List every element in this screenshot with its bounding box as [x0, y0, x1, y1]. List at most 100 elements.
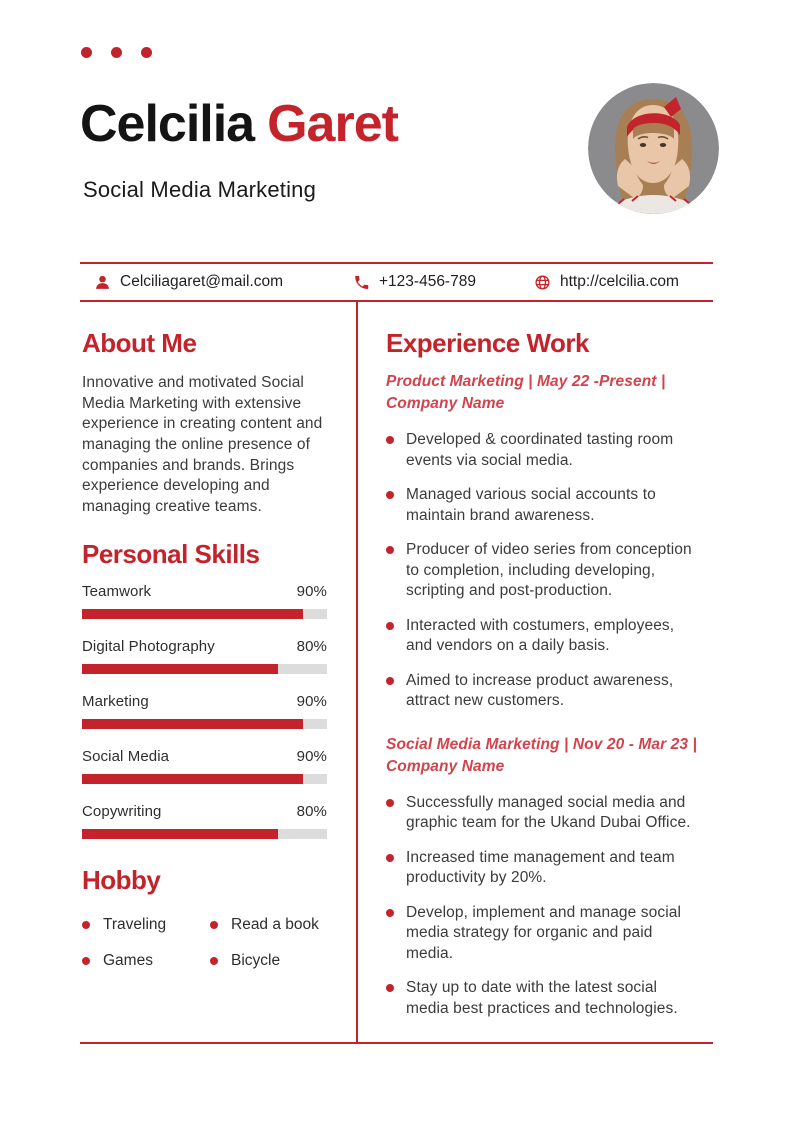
- hobby-label: Games: [103, 951, 153, 969]
- bullet-icon: [210, 920, 218, 929]
- bullet-icon: [386, 798, 394, 807]
- skill-bar-fill: [82, 608, 303, 619]
- experience-job: Social Media Marketing | Nov 20 - Mar 23…: [386, 734, 698, 1020]
- skill-bar-track: [82, 828, 327, 839]
- bullet-icon: [386, 491, 394, 500]
- bullet-icon: [210, 956, 218, 965]
- skill-row: Copywriting 80%: [82, 803, 327, 839]
- list-item: Aimed to increase product awareness, att…: [386, 671, 698, 712]
- hobby-section-title: Hobby: [82, 864, 161, 895]
- job-bullet-list: Developed & coordinated tasting room eve…: [386, 430, 698, 712]
- phone-text[interactable]: +123-456-789: [379, 273, 476, 290]
- website-item: http://celcilia.com: [534, 273, 679, 291]
- skills-section-title: Personal Skills: [82, 539, 260, 570]
- page-title: Celcilia Garet: [80, 94, 399, 154]
- about-text: Innovative and motivated Social Media Ma…: [82, 374, 323, 515]
- bullet-text: Develop, implement and manage social med…: [406, 903, 682, 962]
- list-item: Producer of video series from conception…: [386, 540, 698, 602]
- hobby-item: Read a book: [210, 916, 327, 934]
- list-item: Develop, implement and manage social med…: [386, 903, 698, 965]
- skill-row: Marketing 90%: [82, 693, 327, 729]
- skill-label: Digital Photography: [82, 637, 215, 655]
- hobby-label: Read a book: [231, 915, 319, 933]
- skills-list: Teamwork 90% Digital Photography 80% Mar…: [82, 583, 327, 839]
- job-bullet-list: Successfully managed social media and gr…: [386, 793, 698, 1020]
- bullet-text: Developed & coordinated tasting room eve…: [406, 431, 674, 469]
- list-item: Increased time management and team produ…: [386, 848, 698, 889]
- list-item: Developed & coordinated tasting room eve…: [386, 430, 698, 471]
- skill-label: Marketing: [82, 692, 149, 710]
- bullet-icon: [386, 908, 394, 917]
- bullet-text: Increased time management and team produ…: [406, 848, 675, 887]
- bullet-icon: [82, 920, 90, 929]
- phone-item: +123-456-789: [353, 273, 534, 291]
- first-name: Celcilia: [80, 95, 255, 153]
- skill-bar-track: [82, 608, 327, 619]
- skill-value: 80%: [296, 637, 327, 655]
- right-column: Experience Work Product Marketing | May …: [386, 302, 698, 1019]
- skill-label: Social Media: [82, 747, 170, 765]
- avatar: [588, 83, 719, 214]
- skill-row: Digital Photography 80%: [82, 638, 327, 674]
- skill-row: Social Media 90%: [82, 748, 327, 784]
- job-heading: Product Marketing | May 22 -Present | Co…: [386, 373, 666, 413]
- bullet-icon: [386, 621, 394, 630]
- bullet-icon: [386, 853, 394, 862]
- hobby-item: Bicycle: [210, 952, 327, 970]
- list-item: Managed various social accounts to maint…: [386, 485, 698, 526]
- dot-icon: [141, 47, 152, 58]
- left-column: About Me Innovative and motivated Social…: [82, 302, 327, 970]
- hobby-label: Bicycle: [231, 951, 281, 969]
- bullet-text: Interacted with costumers, employees, an…: [406, 616, 675, 655]
- bullet-icon: [386, 546, 394, 555]
- skill-bar-fill: [82, 663, 278, 674]
- person-icon: [96, 275, 109, 289]
- bullet-text: Aimed to increase product awareness, att…: [406, 671, 674, 710]
- skill-value: 80%: [296, 802, 327, 820]
- website-text[interactable]: http://celcilia.com: [560, 273, 679, 290]
- phone-icon: [355, 275, 369, 289]
- skill-value: 90%: [296, 692, 327, 710]
- hobby-label: Traveling: [103, 915, 167, 933]
- profile-photo: [588, 83, 719, 214]
- list-item: Interacted with costumers, employees, an…: [386, 616, 698, 657]
- bullet-text: Stay up to date with the latest social m…: [406, 979, 678, 1017]
- experience-job: Product Marketing | May 22 -Present | Co…: [386, 371, 698, 712]
- skill-bar-fill: [82, 773, 303, 784]
- email-item: Celciliagaret@mail.com: [94, 273, 353, 291]
- bullet-text: Producer of video series from conception…: [406, 541, 692, 600]
- skill-bar-track: [82, 773, 327, 784]
- bullet-icon: [386, 984, 394, 993]
- bullet-icon: [386, 436, 394, 445]
- experience-section-title: Experience Work: [386, 328, 590, 358]
- bullet-icon: [386, 676, 394, 685]
- bullet-icon: [82, 956, 90, 965]
- column-divider: [356, 302, 358, 1042]
- skill-bar-track: [82, 663, 327, 674]
- contact-bar: Celciliagaret@mail.com +123-456-789 http…: [80, 262, 713, 302]
- bullet-text: Managed various social accounts to maint…: [406, 486, 656, 524]
- email-text[interactable]: Celciliagaret@mail.com: [120, 273, 284, 290]
- globe-icon: [535, 274, 550, 290]
- bullet-text: Successfully managed social media and gr…: [406, 793, 691, 832]
- list-item: Successfully managed social media and gr…: [386, 793, 698, 834]
- skill-row: Teamwork 90%: [82, 583, 327, 619]
- job-title-subtitle: Social Media Marketing: [83, 177, 317, 202]
- skill-bar-fill: [82, 828, 278, 839]
- skill-bar-track: [82, 718, 327, 729]
- job-heading: Social Media Marketing | Nov 20 - Mar 23…: [386, 735, 697, 775]
- skill-label: Copywriting: [82, 802, 162, 820]
- dot-icon: [81, 47, 92, 58]
- list-item: Stay up to date with the latest social m…: [386, 978, 698, 1019]
- skill-label: Teamwork: [82, 582, 152, 600]
- decorative-dots: [81, 47, 152, 58]
- content-columns: About Me Innovative and motivated Social…: [80, 302, 713, 1044]
- dot-icon: [111, 47, 122, 58]
- hobby-item: Traveling: [82, 916, 206, 934]
- last-name: Garet: [267, 95, 399, 153]
- skill-value: 90%: [296, 747, 327, 765]
- hobby-item: Games: [82, 952, 206, 970]
- about-section-title: About Me: [82, 328, 197, 358]
- skill-bar-fill: [82, 718, 303, 729]
